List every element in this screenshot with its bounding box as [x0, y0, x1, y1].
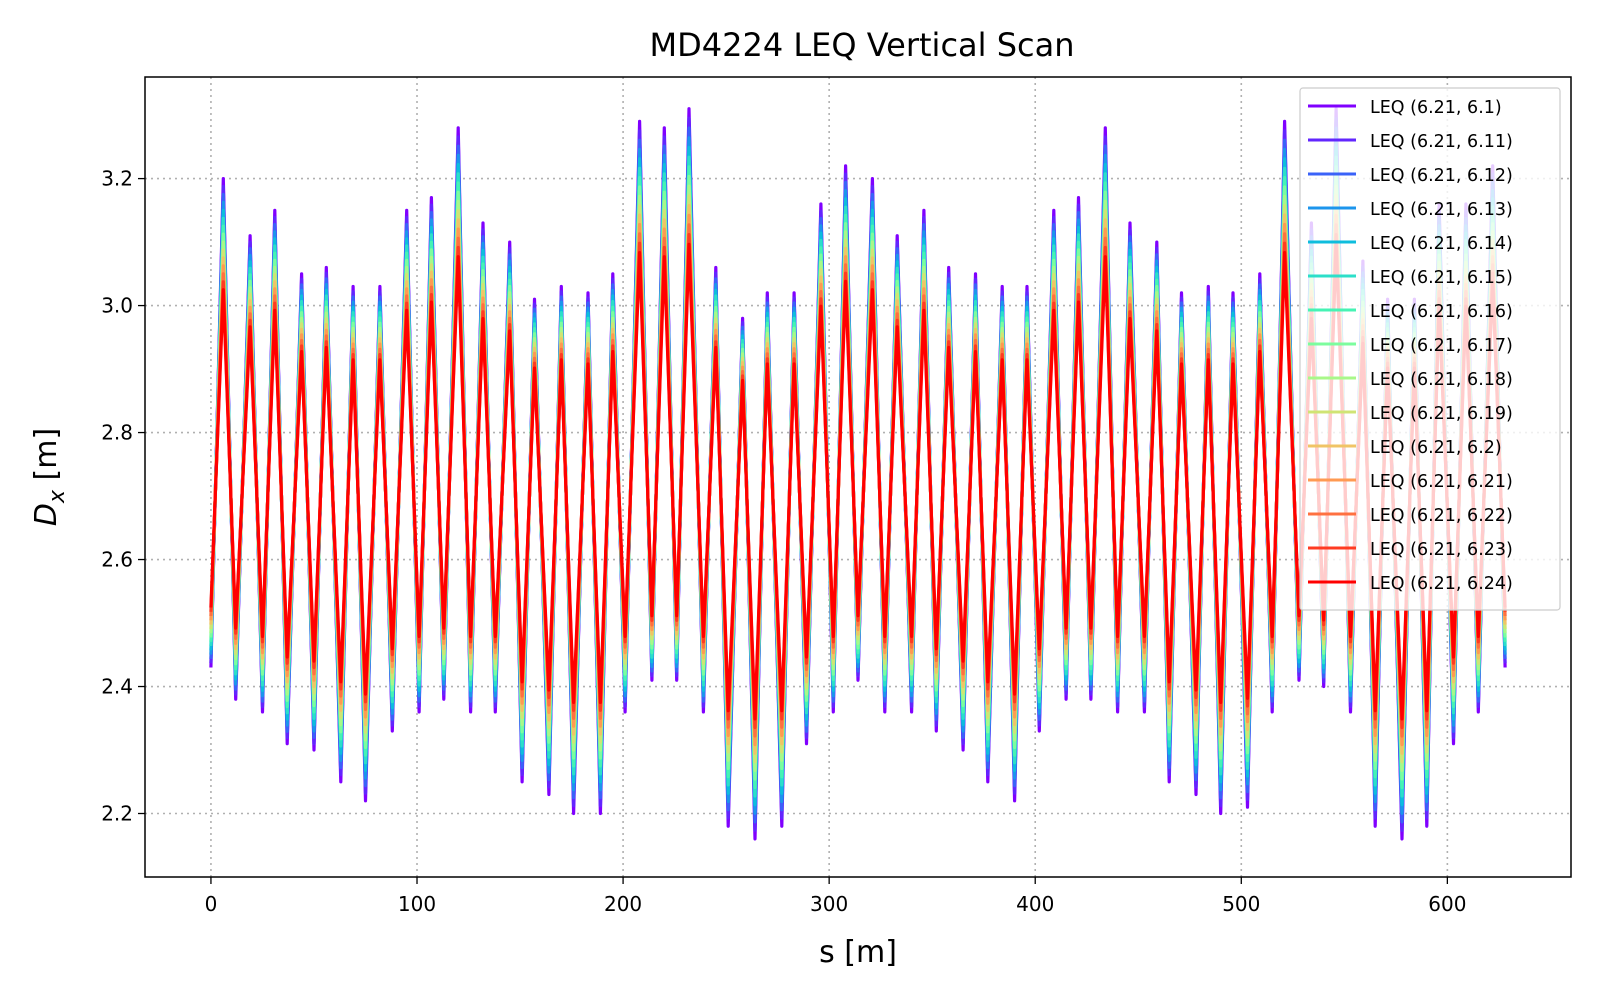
legend-label: LEQ (6.21, 6.24) — [1370, 574, 1513, 594]
legend: LEQ (6.21, 6.1) LEQ (6.21, 6.11) LEQ (6.21… — [1299, 87, 1561, 611]
y-tick-label: 2.2 — [101, 802, 133, 826]
legend-label: LEQ (6.21, 6.13) — [1370, 200, 1513, 220]
chart-title: MD4224 LEQ Vertical Scan — [649, 26, 1074, 64]
x-tick-label: 100 — [398, 892, 436, 916]
axis-ticks: 0 100 200 300 400 500 600 2.2 2.4 2.6 2.8 3.0 3.2 — [101, 167, 1466, 916]
y-tick-label: 2.6 — [101, 548, 133, 572]
plot-area-frame — [144, 76, 1572, 878]
y-axis-title-main: D — [29, 503, 64, 526]
legend-label: LEQ (6.21, 6.19) — [1370, 404, 1513, 424]
legend-label: LEQ (6.21, 6.23) — [1370, 540, 1513, 560]
y-axis-title: Dx [m] — [29, 428, 70, 526]
legend-label: LEQ (6.21, 6.16) — [1370, 302, 1513, 322]
legend-label: LEQ (6.21, 6.17) — [1370, 336, 1513, 356]
x-tick-label: 300 — [810, 892, 848, 916]
x-tick-label: 0 — [205, 892, 218, 916]
y-axis-title-unit: [m] — [29, 428, 64, 490]
legend-label: LEQ (6.21, 6.15) — [1370, 268, 1513, 288]
y-axis-title-sub: x — [45, 489, 70, 504]
legend-label: LEQ (6.21, 6.21) — [1370, 472, 1513, 492]
series-lines — [209, 107, 1507, 841]
legend-label: LEQ (6.21, 6.11) — [1370, 132, 1513, 152]
x-axis-title: s [m] — [819, 935, 897, 970]
y-tick-label: 2.4 — [101, 675, 133, 699]
y-tick-label: 3.0 — [101, 294, 133, 318]
legend-label: LEQ (6.21, 6.2) — [1370, 438, 1502, 458]
x-tick-label: 200 — [604, 892, 642, 916]
legend-label: LEQ (6.21, 6.18) — [1370, 370, 1513, 390]
series-line — [209, 242, 1507, 721]
x-tick-label: 400 — [1016, 892, 1054, 916]
legend-label: LEQ (6.21, 6.12) — [1370, 166, 1513, 186]
legend-box — [1299, 87, 1561, 611]
legend-label: LEQ (6.21, 6.14) — [1370, 234, 1513, 254]
legend-label: LEQ (6.21, 6.22) — [1370, 506, 1513, 526]
y-tick-label: 3.2 — [101, 167, 133, 191]
x-tick-label: 600 — [1428, 892, 1466, 916]
x-tick-label: 500 — [1222, 892, 1260, 916]
legend-label: LEQ (6.21, 6.1) — [1370, 98, 1502, 118]
y-tick-label: 2.8 — [101, 421, 133, 445]
